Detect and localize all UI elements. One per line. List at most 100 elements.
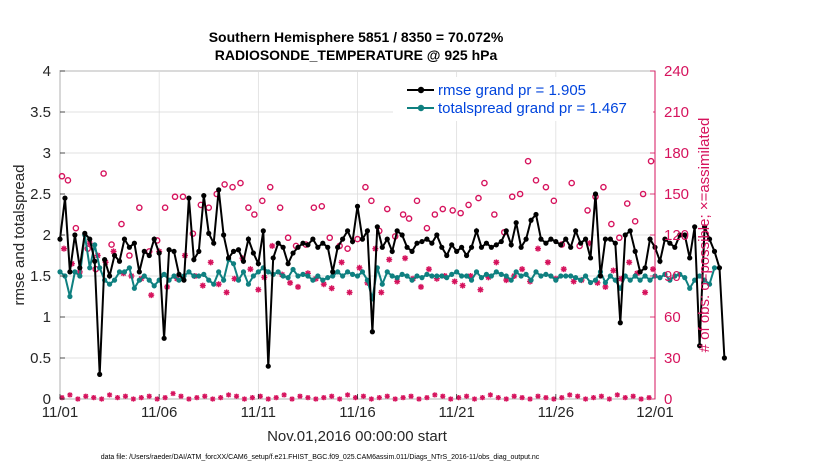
obs-possible-point xyxy=(258,197,266,205)
rmse-point xyxy=(404,244,410,250)
rmse-point xyxy=(399,232,405,238)
obs-possible-point xyxy=(310,204,318,211)
obs-near-zero-point xyxy=(479,395,486,401)
obs-assimilated-point xyxy=(402,255,409,262)
totalspread-point xyxy=(508,277,514,283)
y-right-tick-label: 30 xyxy=(664,350,681,367)
y-right-tick-label: 210 xyxy=(664,104,689,121)
totalspread-point xyxy=(414,273,420,279)
obs-assimilated-point xyxy=(207,259,214,266)
obs-possible-point xyxy=(550,197,558,205)
totalspread-point xyxy=(483,271,490,277)
obs-assimilated-point xyxy=(425,266,432,273)
totalspread-point xyxy=(647,277,653,283)
obs-possible-point xyxy=(64,177,72,184)
obs-near-zero-point xyxy=(114,395,121,401)
obs-assimilated-point xyxy=(255,286,262,293)
totalspread-point xyxy=(478,275,485,281)
rmse-point xyxy=(151,236,157,242)
rmse-point xyxy=(716,265,723,271)
rmse-point xyxy=(642,265,648,271)
obs-possible-point xyxy=(383,205,391,213)
totalspread-point xyxy=(553,277,559,283)
rmse-point xyxy=(176,271,182,277)
totalspread-point xyxy=(667,277,673,283)
totalspread-point xyxy=(602,279,609,286)
chart-title-line1: Southern Hemisphere 5851 / 8350 = 70.072… xyxy=(209,29,504,45)
rmse-point xyxy=(92,258,98,264)
rmse-point xyxy=(315,244,321,250)
obs-near-zero-point xyxy=(638,396,644,402)
rmse-point xyxy=(275,240,281,246)
x-tick-label: 11/06 xyxy=(141,404,177,421)
obs-assimilated-point xyxy=(338,259,345,266)
totalspread-point xyxy=(493,269,499,275)
rmse-point xyxy=(389,248,395,254)
y-right-tick-label: 60 xyxy=(664,309,681,326)
legend-spread-text: totalspread grand pr = 1.467 xyxy=(438,100,627,117)
rmse-point xyxy=(191,257,197,263)
rmse-point xyxy=(578,240,584,246)
obs-possible-point xyxy=(108,241,115,248)
rmse-point xyxy=(364,228,371,234)
rmse-point xyxy=(463,252,470,259)
totalspread-point xyxy=(662,271,668,277)
obs-near-zero-point xyxy=(630,393,636,399)
obs-near-zero-point xyxy=(567,392,573,398)
y-right-tick-label: 0 xyxy=(664,391,672,408)
totalspread-point xyxy=(578,277,584,283)
obs-assimilated-point xyxy=(231,275,238,282)
x-tick-label: 11/11 xyxy=(241,404,276,421)
totalspread-point xyxy=(463,273,470,279)
totalspread-point xyxy=(280,273,286,279)
totalspread-point xyxy=(711,265,718,271)
totalspread-point xyxy=(320,277,326,283)
rmse-point xyxy=(369,329,375,335)
obs-possible-point xyxy=(439,205,447,213)
totalspread-point xyxy=(87,265,93,271)
obs-near-zero-point xyxy=(511,393,517,399)
obs-possible-point xyxy=(449,207,457,214)
obs-possible-point xyxy=(399,211,407,218)
totalspread-point xyxy=(330,273,336,279)
obs-near-zero-point xyxy=(424,395,430,401)
obs-near-zero-point xyxy=(352,395,359,401)
obs-assimilated-point xyxy=(534,245,541,252)
totalspread-point xyxy=(131,285,137,291)
obs-near-zero-point xyxy=(59,395,65,401)
rmse-point xyxy=(221,232,227,238)
totalspread-point xyxy=(67,293,73,300)
obs-possible-point xyxy=(431,211,439,218)
obs-possible-point xyxy=(237,179,244,187)
rmse-point xyxy=(419,238,425,245)
rmse-point xyxy=(379,244,385,250)
x-tick-label: 11/26 xyxy=(538,404,574,421)
obs-possible-point xyxy=(524,157,532,165)
obs-possible-point xyxy=(584,207,591,214)
totalspread-point xyxy=(216,269,222,275)
obs-possible-point xyxy=(126,252,133,259)
totalspread-point xyxy=(196,273,202,279)
rmse-point xyxy=(270,255,276,261)
rmse-point xyxy=(677,232,683,238)
obs-possible-point xyxy=(568,179,576,187)
obs-assimilated-point xyxy=(148,292,155,299)
obs-near-zero-point xyxy=(463,393,470,399)
rmse-point xyxy=(468,244,475,250)
rmse-point xyxy=(335,244,341,250)
totalspread-point xyxy=(305,273,311,279)
x-tick-label: 11/01 xyxy=(42,404,78,421)
rmse-point xyxy=(156,250,162,256)
rmse-point xyxy=(67,269,73,275)
obs-near-zero-point xyxy=(218,395,224,401)
totalspread-point xyxy=(151,283,157,289)
rmse-point xyxy=(245,236,252,242)
totalspread-point xyxy=(538,273,544,279)
totalspread-point xyxy=(384,269,390,275)
obs-near-zero-point xyxy=(440,393,446,399)
series-layer xyxy=(57,157,728,402)
obs-near-zero-point xyxy=(582,396,589,402)
obs-assimilated-point xyxy=(60,245,67,252)
obs-possible-point xyxy=(344,245,351,252)
obs-possible-point xyxy=(161,204,169,211)
